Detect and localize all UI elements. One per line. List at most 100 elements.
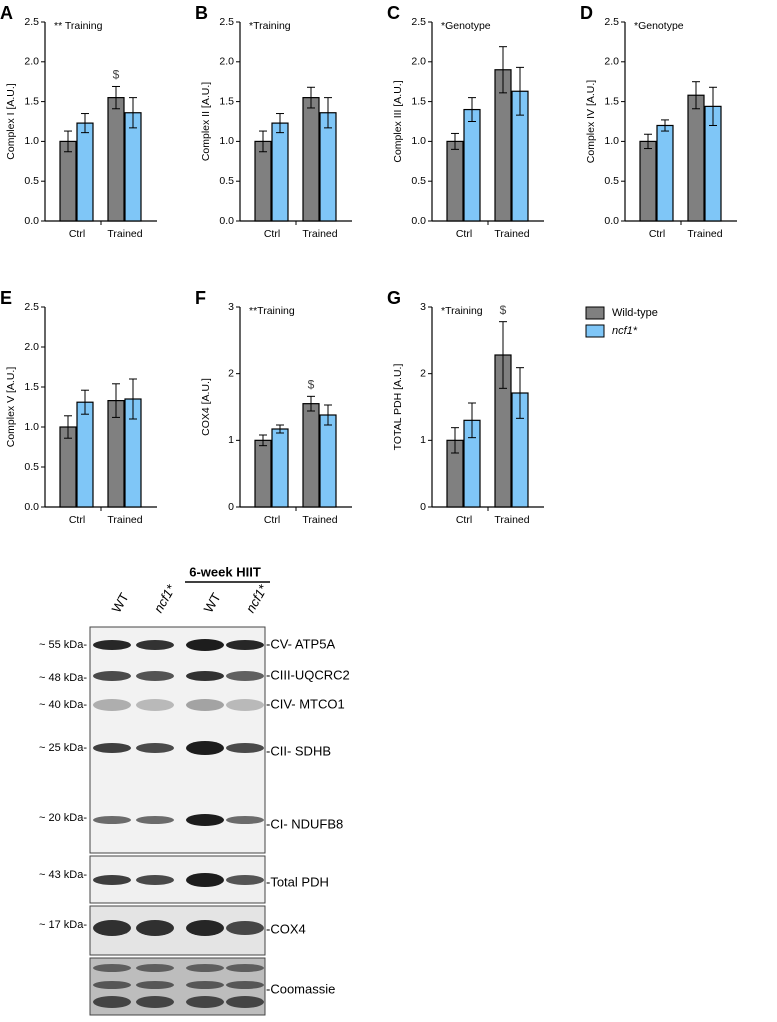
legend-swatch	[585, 306, 605, 320]
marker-label: ~ 48 kDa-	[39, 672, 87, 684]
y-tick-label: 1.5	[219, 95, 234, 107]
error-bar	[259, 434, 267, 447]
y-axis-label: Complex II [A.U.]	[200, 82, 212, 161]
protein-label: -Coomassie	[266, 981, 335, 996]
blot-panel	[89, 626, 266, 854]
y-axis-label: Complex III [A.U.]	[392, 80, 404, 162]
blot-band	[93, 671, 131, 681]
error-bar	[661, 119, 669, 132]
y-tick-label: 2	[420, 367, 426, 379]
error-bar	[451, 132, 459, 150]
blot-band	[136, 743, 174, 753]
y-axis-label: Complex IV [A.U.]	[585, 80, 597, 164]
marker-label: ~ 43 kDa-	[39, 869, 87, 881]
lane-label: WT	[201, 590, 224, 615]
y-tick-label: 2.0	[411, 56, 426, 68]
bar	[446, 140, 464, 222]
blot-band	[186, 996, 224, 1008]
blot-band	[136, 640, 174, 650]
y-tick-label: 1.5	[604, 95, 619, 107]
significance-marker: $	[500, 303, 507, 317]
blot-band	[93, 699, 131, 711]
protein-label: -COX4	[266, 921, 306, 936]
blot-band	[136, 920, 174, 936]
y-tick-label: 2.5	[411, 16, 426, 28]
bar	[124, 112, 142, 222]
blot-band	[93, 920, 131, 936]
error-bar	[276, 424, 284, 434]
y-axis-label: TOTAL PDH [A.U.]	[392, 364, 404, 451]
protein-label: -CIII-UQCRC2	[266, 667, 350, 682]
blot-header: 6-week HIIT	[189, 564, 261, 579]
blot-band	[226, 921, 264, 935]
blot-band	[93, 996, 131, 1008]
blot-band	[136, 699, 174, 711]
annotation: *Genotype	[634, 20, 684, 32]
protein-label: -CV- ATP5A	[266, 636, 335, 651]
legend-swatch	[585, 324, 605, 338]
marker-label: ~ 20 kDa-	[39, 812, 87, 824]
blot-band	[186, 741, 224, 755]
blot-band	[93, 981, 131, 989]
bar	[271, 122, 289, 222]
lane-label: WT	[109, 590, 132, 615]
x-tick-label: Trained	[302, 228, 337, 240]
blot-band	[186, 920, 224, 936]
y-tick-label: 2.0	[24, 341, 39, 353]
y-tick-label: 0.5	[219, 175, 234, 187]
blot-band	[136, 816, 174, 824]
error-bar	[516, 367, 524, 419]
x-tick-label: Ctrl	[264, 514, 280, 526]
panel-letter: D	[580, 3, 593, 23]
significance-marker: $	[113, 68, 120, 82]
bar	[302, 97, 320, 222]
y-tick-label: 0.5	[604, 175, 619, 187]
y-tick-label: 1.5	[24, 95, 39, 107]
y-tick-label: 1.0	[604, 135, 619, 147]
error-bar	[112, 85, 120, 110]
error-bar	[129, 97, 137, 129]
marker-label: ~ 25 kDa-	[39, 742, 87, 754]
western-blot: 6-week HIIT WT ncf1* WT ncf1* ~ 55 kDa- …	[39, 564, 350, 1016]
bar	[463, 108, 481, 222]
bar	[76, 401, 94, 508]
protein-label: -CIV- MTCO1	[266, 696, 345, 711]
y-tick-label: 0	[420, 501, 426, 513]
legend-label: ncf1*	[612, 325, 638, 337]
bar	[107, 97, 125, 222]
blot-band	[226, 743, 264, 753]
significance-marker: $	[308, 378, 315, 392]
blot-band	[226, 671, 264, 681]
panel-letter: A	[0, 3, 13, 23]
panel-letter: C	[387, 3, 400, 23]
blot-band	[93, 640, 131, 650]
blot-band	[93, 743, 131, 753]
y-tick-label: 2.5	[24, 301, 39, 313]
y-tick-label: 2	[228, 367, 234, 379]
x-tick-label: Trained	[302, 514, 337, 526]
blot-band	[186, 873, 224, 887]
error-bar	[81, 389, 89, 415]
bar	[319, 112, 337, 222]
blot-band	[186, 964, 224, 972]
panel-letter: F	[195, 288, 206, 308]
bar	[302, 403, 320, 508]
blot-band	[136, 875, 174, 885]
blot-band	[226, 875, 264, 885]
x-tick-label: Ctrl	[456, 514, 472, 526]
annotation: *Training	[249, 20, 291, 32]
y-tick-label: 2.5	[24, 16, 39, 28]
error-bar	[499, 46, 507, 94]
error-bar	[307, 86, 315, 109]
lane-label: ncf1*	[151, 581, 179, 615]
blot-band	[186, 639, 224, 651]
bar	[254, 140, 272, 222]
blot-band	[186, 814, 224, 826]
y-tick-label: 1.0	[219, 135, 234, 147]
y-axis-label: Complex V [A.U.]	[5, 367, 17, 448]
error-bar	[451, 427, 459, 454]
error-bar	[259, 130, 267, 153]
x-tick-label: Ctrl	[69, 514, 85, 526]
bar	[639, 140, 657, 222]
